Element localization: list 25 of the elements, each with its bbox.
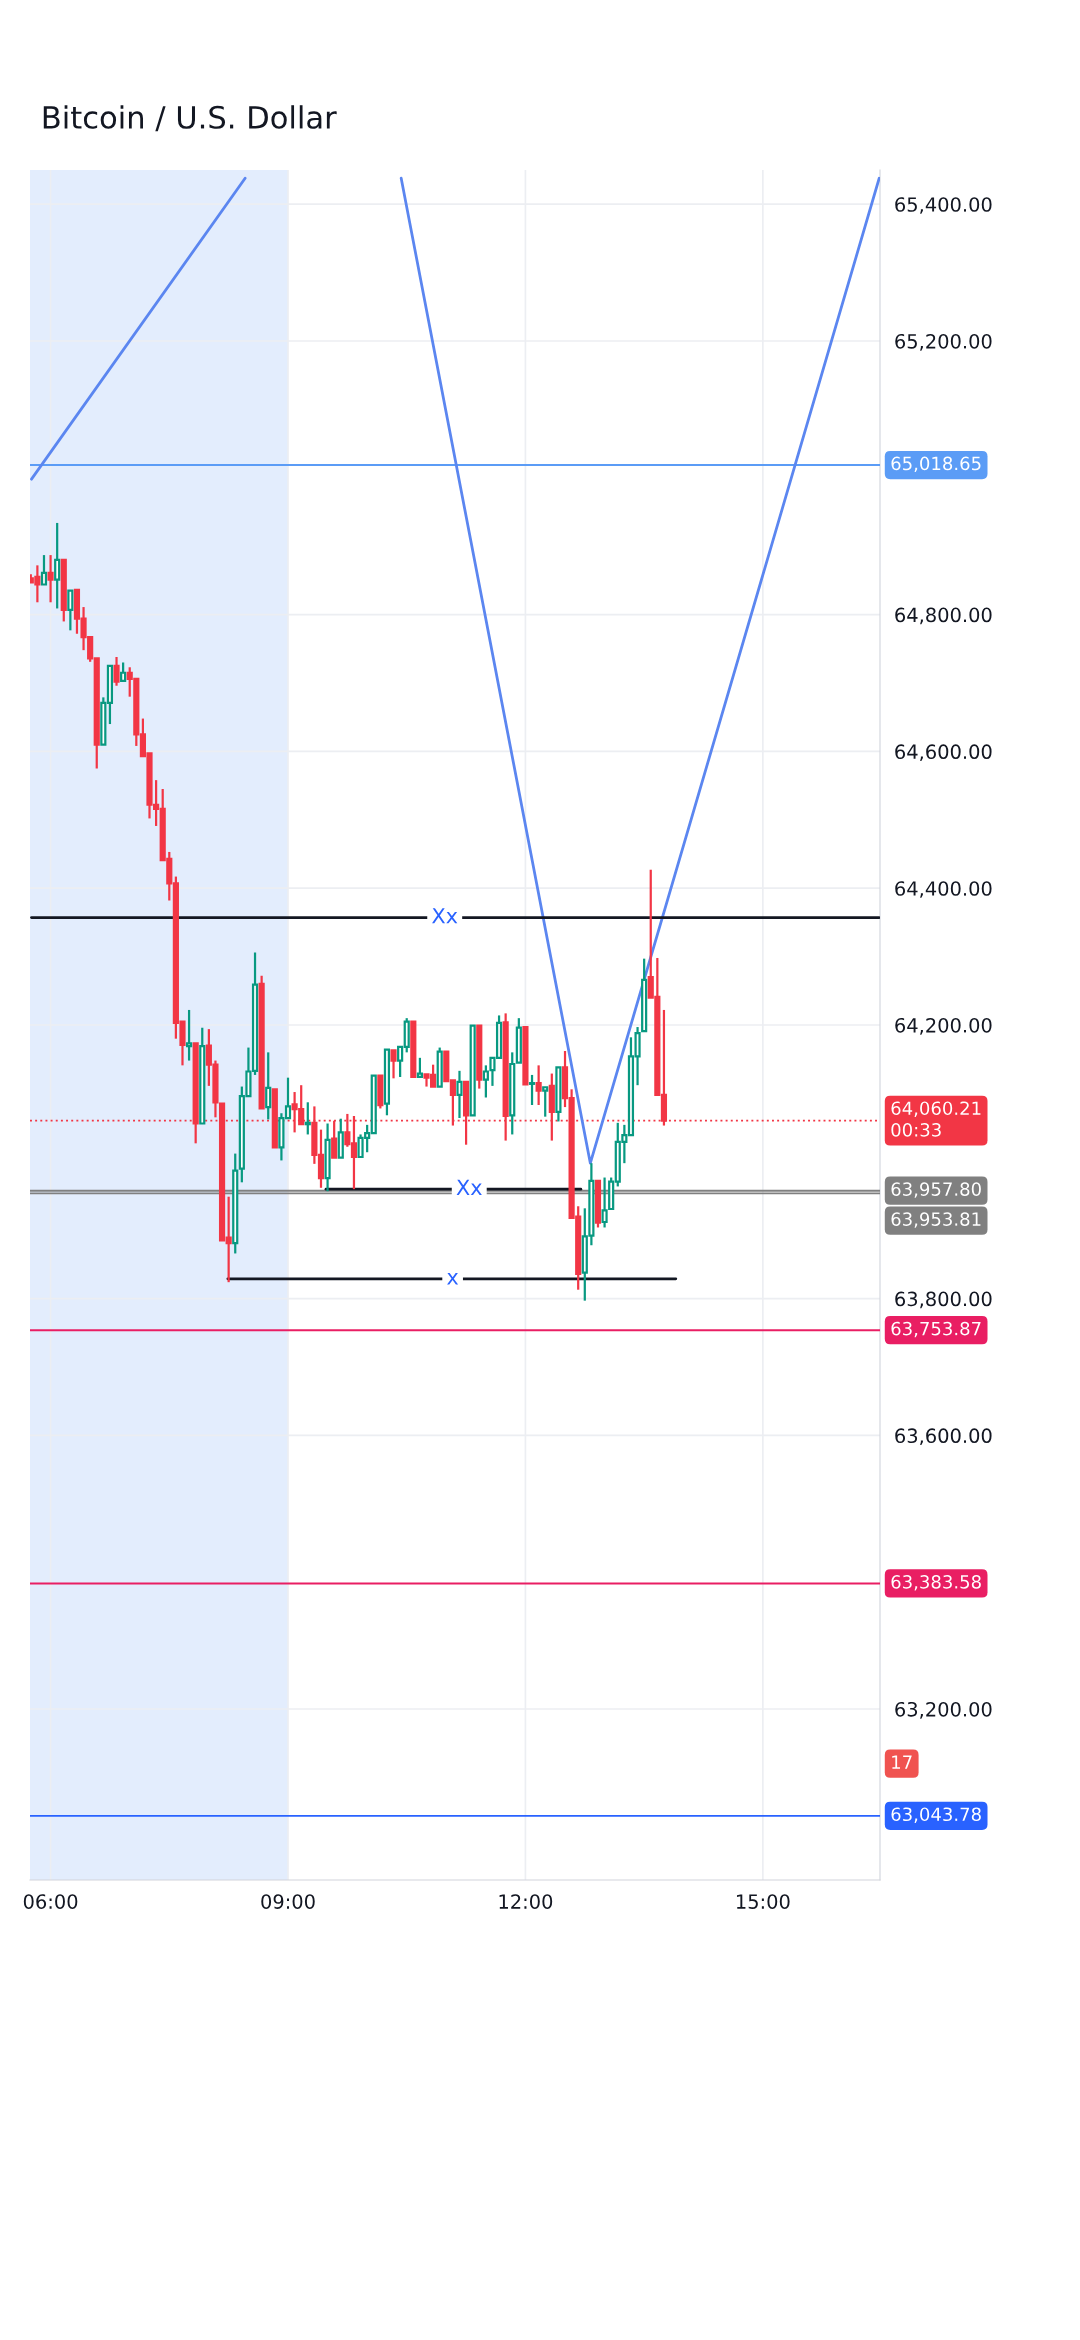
x-tick-label: 12:00 xyxy=(499,1894,553,1909)
ref-line-label: 63,953.81 xyxy=(891,1212,981,1228)
ref-line-label: 64,060.21 00:33 xyxy=(891,1101,981,1137)
ref-line-label: 63,753.87 xyxy=(891,1321,981,1338)
y-tick-label: 64,400.00 xyxy=(895,881,992,898)
x-tick-label: 15:00 xyxy=(736,1894,790,1909)
ref-line-label: 63,957.80 xyxy=(891,1182,981,1198)
y-tick-label: 63,800.00 xyxy=(895,1291,992,1309)
y-tick-label: 65,200.00 xyxy=(895,333,992,351)
ref-line-label: 63,043.78 xyxy=(891,1807,981,1823)
ref-line-label: 65,018.65 xyxy=(891,456,981,473)
x-tick-label: 06:00 xyxy=(23,1894,78,1909)
annotation: x xyxy=(447,1273,459,1285)
annotation: Xx xyxy=(456,1179,482,1195)
annotation: Xx xyxy=(432,908,458,924)
y-tick-label: 64,600.00 xyxy=(895,744,992,762)
ref-line-label: 63,383.58 xyxy=(891,1575,981,1591)
y-tick-label: 63,200.00 xyxy=(895,1701,992,1719)
y-tick-label: 65,400.00 xyxy=(895,197,992,214)
x-tick-label: 09:00 xyxy=(261,1894,315,1909)
text: 17 xyxy=(892,1755,912,1769)
y-tick-label: 64,800.00 xyxy=(895,607,992,625)
y-tick-label: 64,200.00 xyxy=(895,1017,992,1035)
y-tick-label: 63,600.00 xyxy=(895,1428,992,1446)
chart-title: Bitcoin / U.S. Dollar xyxy=(43,105,337,132)
